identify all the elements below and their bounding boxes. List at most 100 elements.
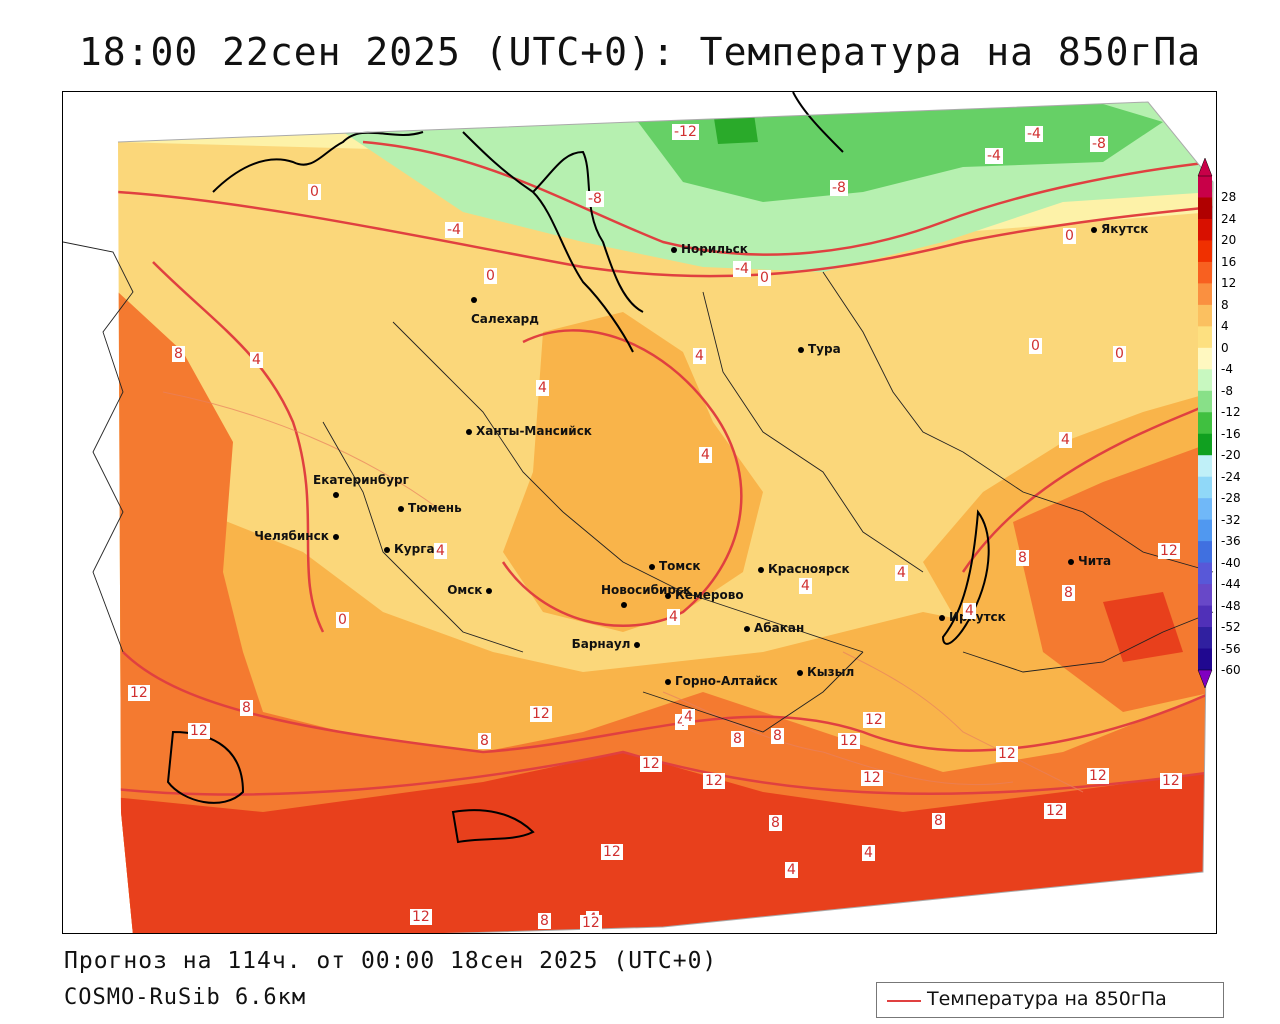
city-marker: Омск bbox=[447, 583, 493, 597]
isotherm-value-label: 8 bbox=[1016, 550, 1029, 566]
city-dot-icon bbox=[671, 246, 677, 253]
city-label: Екатеринбург bbox=[313, 473, 409, 487]
admin-borders bbox=[63, 241, 1214, 733]
city-dot-icon bbox=[798, 346, 804, 353]
isotherm-value-label: 4 bbox=[799, 578, 812, 594]
model-info: COSMO-RuSib 6.6км bbox=[64, 985, 307, 1010]
isotherm-value-label: 12 bbox=[128, 685, 150, 701]
city-dot-icon bbox=[471, 296, 477, 303]
colorbar-cell bbox=[1198, 390, 1212, 413]
isotherm-value-label: 8 bbox=[769, 815, 782, 831]
isotherm-value-label: 8 bbox=[932, 813, 945, 829]
isotherm-value-label: -4 bbox=[985, 148, 1003, 164]
colorbar-cell bbox=[1198, 304, 1212, 327]
isotherm-value-label: 8 bbox=[538, 913, 551, 929]
city-dot-icon bbox=[466, 428, 472, 435]
city-marker: Кызыл bbox=[797, 665, 854, 679]
city-dot-icon bbox=[797, 669, 803, 676]
isotherm-value-label: 4 bbox=[862, 845, 875, 861]
isotherm-value-label: 4 bbox=[693, 348, 706, 364]
colorbar-tick-label: -52 bbox=[1221, 620, 1241, 635]
city-marker: Томск bbox=[649, 559, 701, 573]
isotherm-value-label: 0 bbox=[1029, 338, 1042, 354]
city-marker: Барнаул bbox=[572, 637, 641, 651]
colorbar-cell bbox=[1198, 283, 1212, 306]
isotherm-value-label: 4 bbox=[699, 447, 712, 463]
city-dot-icon bbox=[665, 592, 671, 599]
colorbar-cell bbox=[1198, 218, 1212, 241]
city-label: Абакан bbox=[754, 621, 805, 635]
isotherm-value-label: 8 bbox=[478, 733, 491, 749]
isotherm-value-label: 4 bbox=[785, 862, 798, 878]
temperature-field bbox=[118, 102, 1213, 933]
city-marker: Курган bbox=[384, 542, 443, 556]
colorbar-cell bbox=[1198, 455, 1212, 478]
isotherm-value-label: 8 bbox=[771, 728, 784, 744]
isotherm-value-label: -4 bbox=[445, 222, 463, 238]
city-dot-icon bbox=[332, 533, 339, 540]
city-dot-icon bbox=[649, 563, 655, 570]
isotherms bbox=[118, 140, 1213, 796]
colorbar-cell bbox=[1198, 261, 1212, 284]
series-legend: Температура на 850гПа bbox=[876, 982, 1224, 1018]
city-marker: Красноярск bbox=[758, 562, 850, 576]
isotherm-value-label: 8 bbox=[731, 731, 744, 747]
isotherm-value-label: 12 bbox=[1087, 768, 1109, 784]
city-label: Челябинск bbox=[254, 529, 329, 543]
colorbar-cell bbox=[1198, 476, 1212, 499]
domain-outline bbox=[117, 101, 1214, 933]
isotherm-value-label: -8 bbox=[1090, 136, 1108, 152]
isotherm-value-label: 12 bbox=[188, 723, 210, 739]
city-label: Чита bbox=[1078, 554, 1112, 568]
colorbar-cell bbox=[1198, 197, 1212, 220]
colorbar-cell bbox=[1198, 541, 1212, 564]
city-label: Горно-Алтайск bbox=[675, 674, 778, 688]
isotherm-value-label: 12 bbox=[996, 746, 1018, 762]
map-panel bbox=[62, 91, 1217, 934]
isotherm-value-label: 0 bbox=[336, 612, 349, 628]
city-marker: Салехард bbox=[471, 292, 539, 326]
isotherm-value-label: -12 bbox=[672, 124, 699, 140]
city-dot-icon bbox=[634, 641, 641, 648]
isotherm-value-label: 4 bbox=[682, 709, 695, 725]
isotherm-value-label: 12 bbox=[580, 915, 602, 931]
city-label: Кемерово bbox=[675, 588, 744, 602]
isotherm-value-label: 12 bbox=[861, 770, 883, 786]
colorbar-tick-label: -56 bbox=[1221, 641, 1241, 656]
isotherm-value-label: -8 bbox=[586, 191, 604, 207]
colorbar-cell bbox=[1198, 498, 1212, 521]
colorbar-tick-label: -44 bbox=[1221, 577, 1241, 592]
city-dot-icon bbox=[939, 614, 945, 621]
isotherm-value-label: 8 bbox=[172, 346, 185, 362]
isotherm-value-label: 8 bbox=[1062, 585, 1075, 601]
isotherm-value-label: 12 bbox=[530, 706, 552, 722]
colorbar-tick-label: 8 bbox=[1221, 297, 1229, 312]
isotherm-value-label: 0 bbox=[1063, 228, 1076, 244]
thin-contours bbox=[162, 391, 1084, 793]
isotherm-value-label: 12 bbox=[863, 712, 885, 728]
forecast-info: Прогноз на 114ч. от 00:00 18сен 2025 (UT… bbox=[64, 948, 718, 974]
band-high bbox=[118, 752, 1213, 933]
city-marker: Тура bbox=[798, 342, 841, 356]
city-marker: Екатеринбург bbox=[313, 473, 409, 501]
isotherm-value-label: 4 bbox=[963, 603, 976, 619]
city-label: Барнаул bbox=[571, 637, 631, 651]
city-label: Курган bbox=[394, 542, 443, 556]
city-label: Ханты-Мансийск bbox=[476, 424, 592, 438]
band-coldest bbox=[713, 107, 758, 144]
city-marker: Кемерово bbox=[665, 588, 744, 602]
city-label: Красноярск bbox=[768, 562, 850, 576]
city-marker: Абакан bbox=[744, 621, 804, 635]
isotherm-value-label: 4 bbox=[434, 543, 447, 559]
colorbar-tick-label: 28 bbox=[1221, 190, 1237, 205]
isotherm-value-label: -4 bbox=[733, 261, 751, 277]
colorbar-cell bbox=[1198, 433, 1212, 456]
colorbar-cell bbox=[1198, 240, 1212, 263]
isotherm-value-label: 12 bbox=[703, 773, 725, 789]
city-marker: Челябинск bbox=[254, 529, 339, 543]
city-label: Норильск bbox=[681, 242, 748, 256]
isotherm-value-label: 0 bbox=[758, 270, 771, 286]
colorbar-tick-label: 24 bbox=[1221, 211, 1237, 226]
city-marker: Горно-Алтайск bbox=[665, 674, 778, 688]
series-legend-label: Температура на 850гПа bbox=[927, 988, 1167, 1010]
